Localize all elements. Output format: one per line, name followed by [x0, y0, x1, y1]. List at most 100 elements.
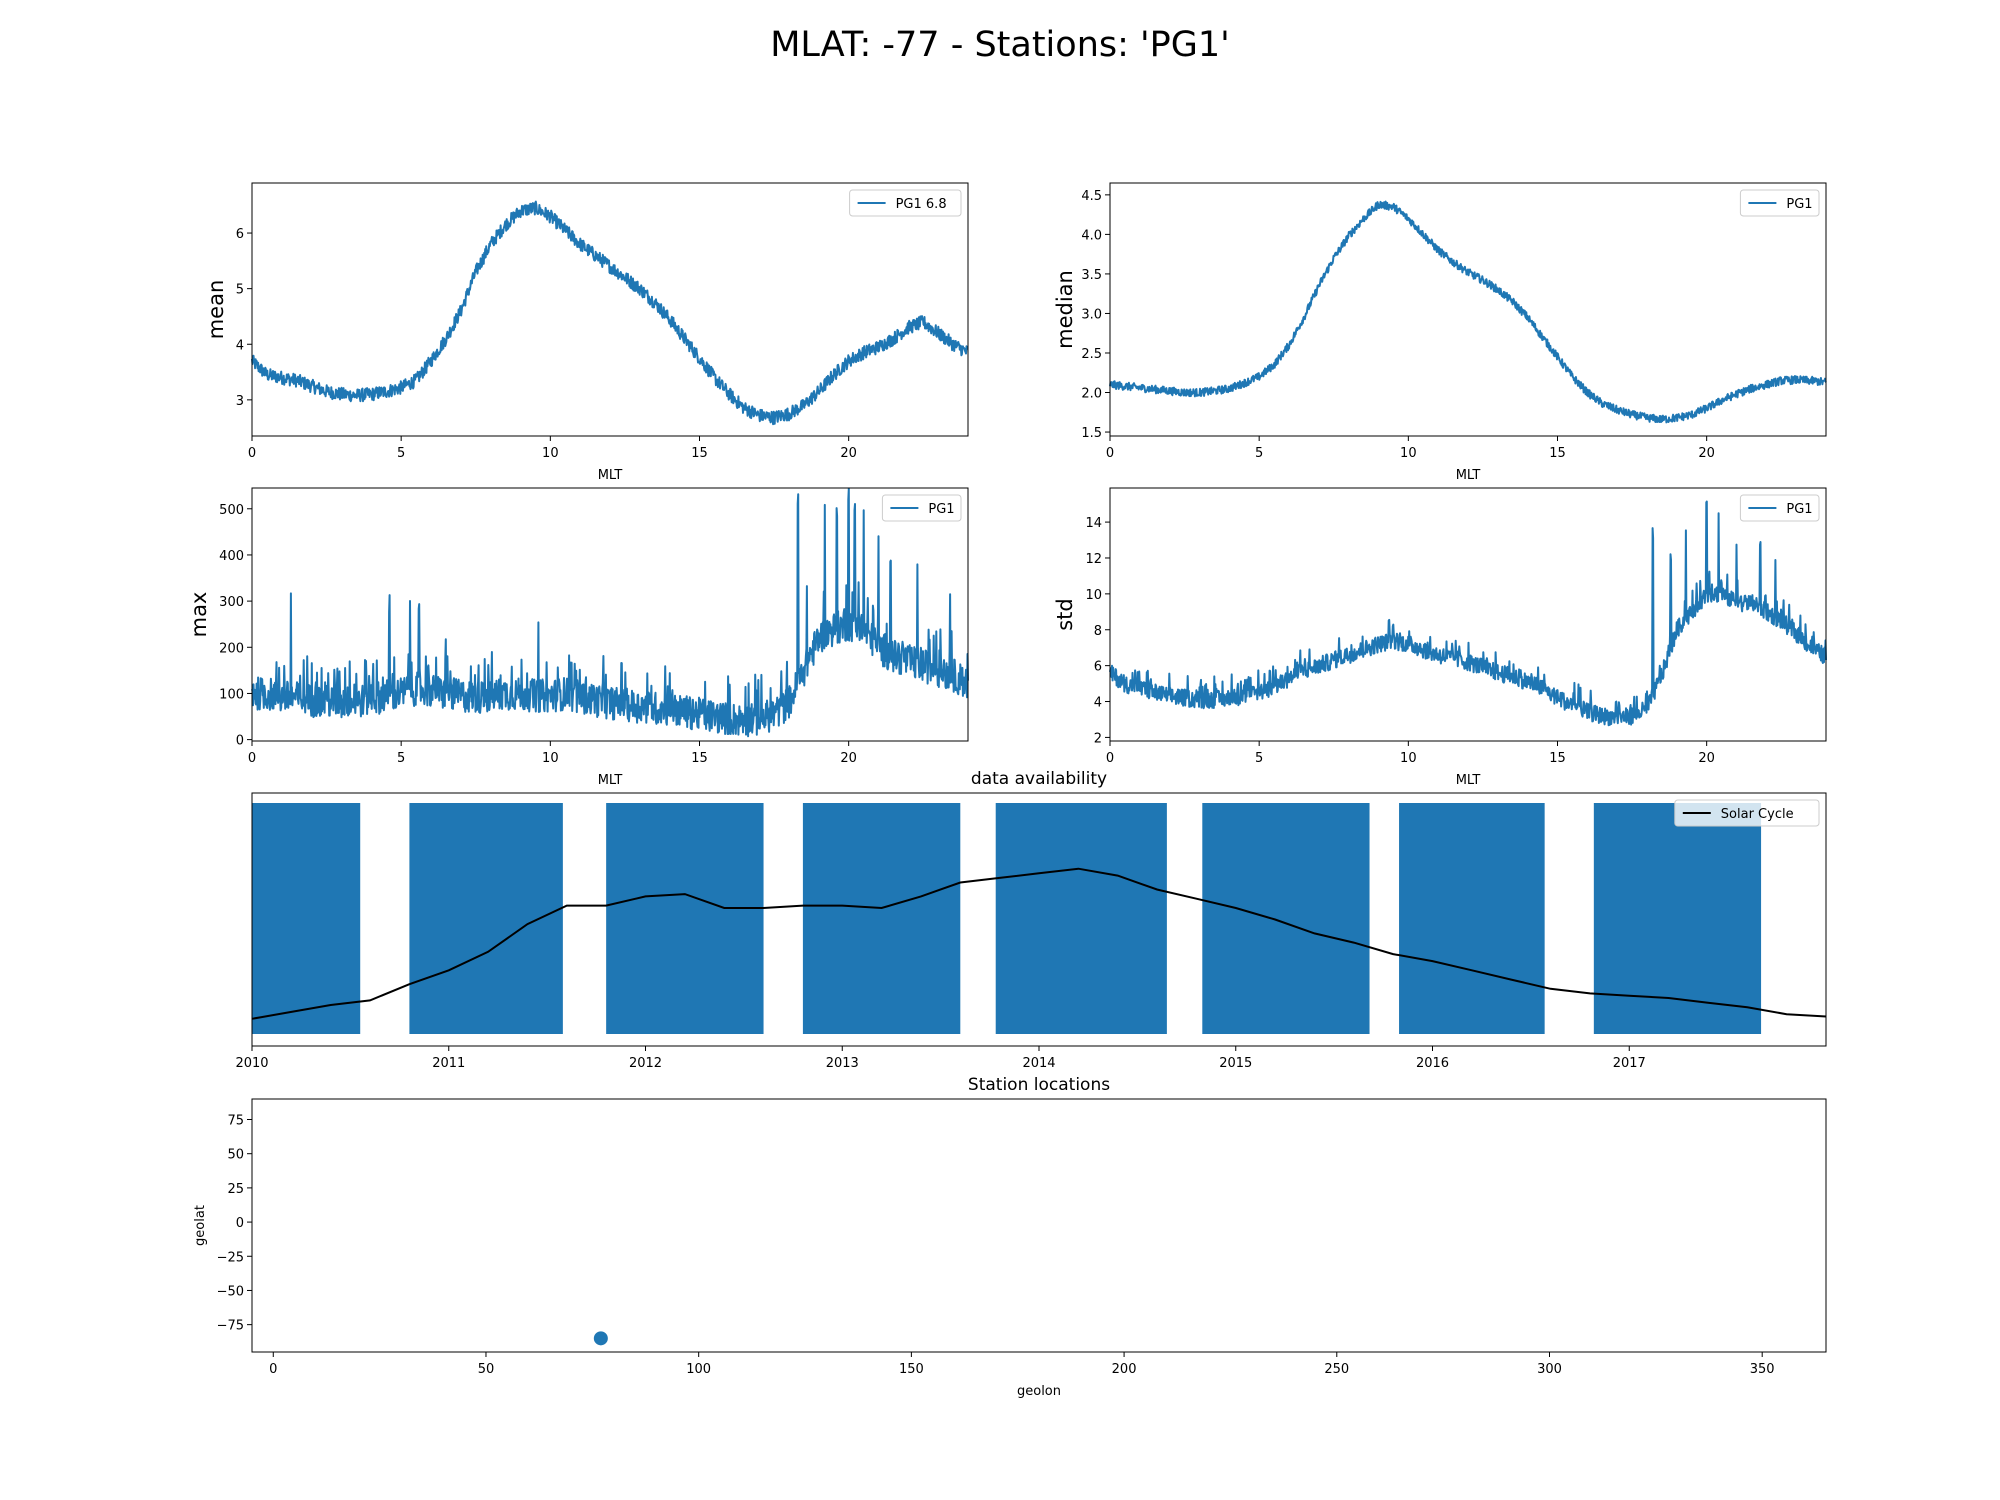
std-xlabel: MLT: [1456, 773, 1481, 788]
median-ytick-label: 2.5: [1081, 347, 1102, 362]
std-xtick-label: 10: [1400, 751, 1417, 766]
std-legend-box: [1739, 494, 1820, 522]
std-xtick-label: 0: [1106, 751, 1114, 766]
median-xtick-label: 0: [1106, 446, 1114, 461]
median-ytick-label: 3.5: [1081, 268, 1102, 283]
mean-ytick-label: 3: [236, 394, 244, 409]
max-ytick-label: 100: [219, 687, 244, 702]
median-series-line: [1109, 200, 1827, 424]
max-legend-box: [881, 494, 962, 522]
median-xtick-label: 20: [1698, 446, 1715, 461]
figure-suptitle: MLAT: -77 - Stations: 'PG1': [770, 25, 1230, 65]
availability-bar: [252, 803, 361, 1034]
availability-xtick-label: 2012: [629, 1056, 662, 1071]
std-ytick-label: 10: [1085, 588, 1102, 603]
median-xtick-label: 15: [1549, 446, 1566, 461]
std-ytick-label: 8: [1094, 624, 1102, 639]
median-frame: [1109, 182, 1827, 437]
mean-series-line: [251, 200, 969, 426]
max-ylabel: max: [187, 592, 211, 638]
std-frame: [1109, 487, 1827, 742]
median-ytick-label: 1.5: [1081, 426, 1102, 441]
median-xtick-label: 5: [1255, 446, 1263, 461]
availability-legend-label: Solar Cycle: [1721, 807, 1794, 822]
std-ytick-label: 14: [1085, 516, 1102, 531]
stations-xtick-label: 350: [1750, 1362, 1775, 1377]
availability-xtick-label: 2010: [235, 1056, 268, 1071]
availability-xtick-label: 2017: [1613, 1056, 1646, 1071]
mean-ytick-label: 4: [236, 338, 244, 353]
max-xtick-label: 20: [840, 751, 857, 766]
stations-ytick-label: 0: [236, 1216, 244, 1231]
stations-xtick-label: 100: [686, 1362, 711, 1377]
std-xtick-label: 15: [1549, 751, 1566, 766]
mean-legend-label: PG1 6.8: [896, 197, 947, 212]
median-ytick-label: 2.0: [1081, 387, 1102, 402]
availability-bar: [606, 803, 764, 1034]
mean-xtick-label: 5: [397, 446, 405, 461]
stations-frame: [251, 1098, 1827, 1353]
median-ytick-label: 4.0: [1081, 228, 1102, 243]
availability-bar: [1202, 803, 1370, 1034]
availability-xtick-label: 2011: [432, 1056, 465, 1071]
std-ytick-label: 12: [1085, 552, 1102, 567]
std-panel: 0 5 10 15 20 2 4 6 8 10 12 14 MLT std PG1: [1053, 487, 1827, 788]
max-ytick-label: 500: [219, 503, 244, 518]
availability-xtick-label: 2015: [1219, 1056, 1252, 1071]
stations-ytick-label: −75: [217, 1319, 244, 1334]
availability-bar: [1399, 803, 1545, 1034]
mean-xtick-label: 20: [840, 446, 857, 461]
stations-panel: 0 50 100 150 200 250 300 350 −75 −50 −25 0 25 50 75 geo…: [193, 1075, 1827, 1399]
median-legend-label: PG1: [1786, 197, 1812, 212]
stations-xtick-label: 300: [1537, 1362, 1562, 1377]
availability-xtick-label: 2014: [1022, 1056, 1055, 1071]
mean-ytick-label: 6: [236, 227, 244, 242]
mean-xtick-label: 0: [248, 446, 256, 461]
median-panel: 0 5 10 15 20 1.5 2.0 2.5 3.0 3.5 4.0 4.5 MLT median PG…: [1053, 182, 1827, 483]
median-xlabel: MLT: [1456, 468, 1481, 483]
stations-xtick-label: 150: [899, 1362, 924, 1377]
availability-legend-box: [1674, 799, 1820, 827]
mean-xlabel: MLT: [598, 468, 623, 483]
max-ytick-label: 200: [219, 641, 244, 656]
max-xtick-label: 10: [542, 751, 559, 766]
mean-ytick-label: 5: [236, 283, 244, 298]
median-ytick-label: 3.0: [1081, 307, 1102, 322]
availability-bar: [802, 803, 961, 1034]
std-xtick-label: 20: [1698, 751, 1715, 766]
mean-frame: [251, 182, 969, 437]
stations-ytick-label: −50: [217, 1284, 244, 1299]
max-ytick-label: 300: [219, 595, 244, 610]
availability-xtick-label: 2016: [1416, 1056, 1449, 1071]
std-ylabel: std: [1053, 598, 1077, 631]
stations-ytick-label: −25: [217, 1250, 244, 1265]
availability-xtick-label: 2013: [826, 1056, 859, 1071]
std-series-line: [1109, 500, 1827, 727]
median-ytick-label: 4.5: [1081, 189, 1102, 204]
mean-xtick-label: 15: [691, 446, 708, 461]
max-series-line: [251, 487, 969, 738]
mean-legend-box: [849, 189, 962, 217]
stations-xtick-label: 50: [478, 1362, 495, 1377]
std-xtick-label: 5: [1255, 751, 1263, 766]
median-legend-box: [1739, 189, 1820, 217]
stations-xtick-label: 200: [1112, 1362, 1137, 1377]
solar-cycle-line: [251, 867, 1827, 1020]
max-xtick-label: 5: [397, 751, 405, 766]
availability-bar: [995, 803, 1167, 1034]
availability-frame: [251, 792, 1827, 1047]
mean-ylabel: mean: [204, 280, 228, 340]
max-legend-label: PG1: [928, 502, 954, 517]
availability-title: data availability: [971, 769, 1107, 789]
stations-xlabel: geolon: [1017, 1384, 1061, 1399]
mean-xtick-label: 10: [542, 446, 559, 461]
station-point: [593, 1331, 608, 1346]
mean-panel: 0 5 10 15 20 3 4 5 6 MLT mean PG1 6.8: [204, 182, 969, 483]
max-ytick-label: 400: [219, 549, 244, 564]
std-ytick-label: 6: [1094, 660, 1102, 675]
max-frame: [251, 487, 969, 742]
median-xtick-label: 10: [1400, 446, 1417, 461]
stations-ytick-label: 25: [227, 1182, 244, 1197]
